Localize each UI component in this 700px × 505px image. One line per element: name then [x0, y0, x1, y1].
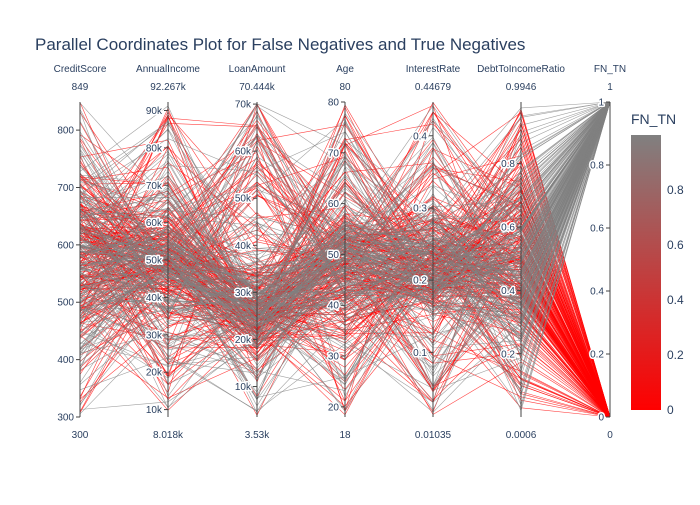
colorbar-tick-label: 0.8 [667, 183, 684, 197]
axis-min-label: 8.018k [153, 430, 184, 441]
axis-max-label: 1 [607, 82, 613, 93]
axis-max-label: 92.267k [150, 82, 187, 93]
axes-layer: CreditScore849300300400500600700800Annua… [54, 64, 627, 441]
axis-max-label: 849 [72, 82, 89, 93]
axis-LoanAmount: LoanAmount 70.444k 3.53k 10k 20k 30k 40k 50k 60k… [229, 64, 286, 441]
axis-tick-label: 0 [598, 413, 604, 424]
colorbar-title: FN_TN [631, 111, 676, 127]
axis-max-label: 70.444k [239, 82, 276, 93]
axis-tick-label: 50 [328, 250, 340, 261]
axis-tick-label: 0.1 [413, 348, 427, 359]
axis-tick-label: 0.6 [501, 223, 515, 234]
axis-CreditScore: CreditScore 849 300 300 400 500 600 700 800 [54, 64, 107, 441]
axis-tick-label: 30 [328, 352, 340, 363]
axis-tick-label: 10k [235, 382, 252, 393]
axis-tick-label: 800 [57, 126, 74, 137]
axis-tick-label: 90k [146, 106, 163, 117]
axis-tick-label: 600 [57, 240, 74, 251]
axis-min-label: 300 [72, 430, 89, 441]
axis-tick-label: 0.4 [413, 131, 427, 142]
axis-min-label: 0.0006 [506, 430, 537, 441]
axis-tick-label: 0.3 [413, 203, 427, 214]
axis-min-label: 0 [607, 430, 613, 441]
axis-tick-label: 60 [328, 199, 340, 210]
axis-AnnualIncome: AnnualIncome 92.267k 8.018k 10k 20k 30k 40k 50k… [136, 64, 200, 441]
axis-tick-label: 30k [235, 288, 252, 299]
axis-tick-label: 80k [146, 143, 163, 154]
axis-tick-label: 30k [146, 330, 163, 341]
axis-tick-label: 0.4 [501, 286, 515, 297]
axis-tick-label: 0.2 [590, 350, 604, 361]
axis-tick-label: 70k [235, 100, 252, 111]
axis-name-label: DebtToIncomeRatio [477, 64, 565, 75]
axis-tick-label: 1 [598, 98, 604, 109]
axis-tick-label: 60k [235, 147, 252, 158]
axis-tick-label: 400 [57, 355, 74, 366]
axis-InterestRate: InterestRate 0.44679 0.01035 0.1 0.2 0.3 0.4 [406, 64, 461, 441]
axis-max-label: 0.9946 [506, 82, 537, 93]
axis-tick-label: 70k [146, 181, 163, 192]
axis-tick-label: 0.6 [590, 224, 604, 235]
colorbar-tick-label: 0.4 [667, 293, 684, 307]
axis-tick-label: 0.8 [501, 159, 515, 170]
axis-tick-label: 0.2 [501, 349, 515, 360]
axis-tick-label: 50k [146, 256, 163, 267]
colorbar-tick-label: 0.2 [667, 348, 684, 362]
axis-name-label: LoanAmount [229, 64, 286, 75]
axis-tick-label: 40k [235, 241, 252, 252]
axis-tick-label: 700 [57, 183, 74, 194]
axis-FN_TN: FN_TN 1 00 0.2 0.4 0.6 0.8 1 [589, 64, 627, 441]
axis-DebtToIncomeRatio: DebtToIncomeRatio 0.9946 0.0006 0.2 0.4 0.6 0.… [477, 64, 565, 441]
axis-tick-label: 0.4 [590, 287, 604, 298]
axis-name-label: InterestRate [406, 64, 461, 75]
axis-min-label: 0.01035 [415, 430, 452, 441]
axis-tick-label: 50k [235, 194, 252, 205]
axis-max-label: 80 [339, 82, 351, 93]
axis-tick-label: 60k [146, 218, 163, 229]
axis-tick-label: 500 [57, 298, 74, 309]
axis-tick-label: 0.2 [413, 276, 427, 287]
axis-min-label: 18 [339, 430, 351, 441]
colorbar-tick-label: 0 [667, 403, 674, 417]
axis-tick-label: 10k [146, 405, 163, 416]
axis-tick-label: 70 [328, 148, 340, 159]
axis-name-label: FN_TN [594, 64, 626, 75]
axis-tick-label: 80 [328, 98, 340, 109]
axis-tick-label: 40 [328, 301, 340, 312]
axis-name-label: CreditScore [54, 64, 107, 75]
axis-min-label: 3.53k [245, 430, 270, 441]
colorbar-tick-label: 0.6 [667, 238, 684, 252]
axis-tick-label: 20k [235, 335, 252, 346]
axis-tick-label: 300 [57, 413, 74, 424]
axis-tick-label: 20 [328, 402, 340, 413]
axis-name-label: AnnualIncome [136, 64, 200, 75]
axis-Age: Age 80 18 20 30 40 50 60 70 80 [326, 64, 354, 441]
axis-max-label: 0.44679 [415, 82, 452, 93]
colorbar-gradient [631, 135, 661, 410]
axis-tick-label: 40k [146, 293, 163, 304]
axis-tick-label: 0.8 [590, 161, 604, 172]
colorbar: FN_TN 0 0.2 0.4 0.6 0.8 [631, 111, 684, 417]
axis-tick-label: 20k [146, 368, 163, 379]
axis-name-label: Age [336, 64, 354, 75]
chart-title: Parallel Coordinates Plot for False Nega… [35, 35, 525, 54]
